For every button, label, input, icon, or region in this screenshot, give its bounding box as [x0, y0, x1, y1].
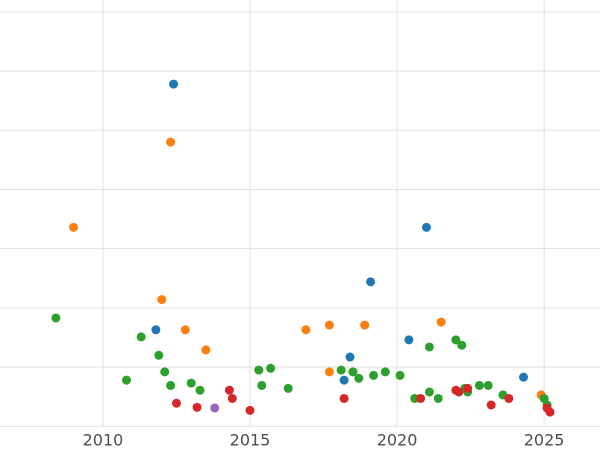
data-point-series-red [463, 383, 473, 393]
data-point-series-red [486, 400, 496, 410]
data-point-series-green [195, 385, 205, 395]
data-point-series-green [166, 380, 176, 390]
data-point-series-green [433, 393, 443, 403]
data-point-series-green [121, 375, 131, 385]
data-point-series-green [154, 350, 164, 360]
x-tick-label: 2020 [377, 430, 418, 449]
data-point-series-orange [301, 325, 311, 335]
data-point-series-orange [360, 320, 370, 330]
data-point-series-green [160, 367, 170, 377]
data-point-series-orange [324, 320, 334, 330]
data-point-series-green [457, 340, 467, 350]
data-point-series-green [136, 332, 146, 342]
data-point-series-red [545, 407, 555, 417]
data-point-series-orange [166, 137, 176, 147]
data-point-series-green [424, 387, 434, 397]
data-point-series-green [336, 365, 346, 375]
data-point-series-orange [201, 345, 211, 355]
data-point-series-blue [169, 79, 179, 89]
data-point-series-purple [210, 403, 220, 413]
x-tick-label: 2010 [83, 430, 124, 449]
data-point-series-red [416, 393, 426, 403]
data-point-series-green [257, 380, 267, 390]
data-point-series-blue [339, 375, 349, 385]
data-point-series-red [454, 387, 464, 397]
data-point-series-blue [345, 352, 355, 362]
data-point-series-green [266, 363, 276, 373]
data-point-series-orange [157, 295, 167, 305]
data-point-series-orange [180, 325, 190, 335]
data-point-series-green [354, 373, 364, 383]
data-point-series-green [254, 365, 264, 375]
data-point-series-red [245, 405, 255, 415]
data-point-series-orange [324, 367, 334, 377]
data-point-series-green [186, 378, 196, 388]
data-point-series-green [380, 367, 390, 377]
data-point-series-green [283, 383, 293, 393]
data-point-series-green [369, 370, 379, 380]
data-point-series-blue [421, 222, 431, 232]
data-point-series-red [504, 393, 514, 403]
x-tick-label: 2015 [230, 430, 271, 449]
data-point-series-blue [404, 335, 414, 345]
data-point-series-red [227, 393, 237, 403]
x-tick-label: 2025 [524, 430, 565, 449]
data-point-series-green [348, 367, 358, 377]
data-point-series-green [474, 380, 484, 390]
data-point-series-red [339, 393, 349, 403]
data-point-series-blue [519, 372, 529, 382]
data-point-series-blue [151, 325, 161, 335]
data-point-series-red [224, 385, 234, 395]
data-point-series-orange [436, 317, 446, 327]
data-point-series-green [424, 342, 434, 352]
data-point-series-green [51, 313, 61, 323]
data-point-series-green [483, 380, 493, 390]
data-point-series-blue [366, 277, 376, 287]
data-point-series-red [192, 402, 202, 412]
data-point-series-orange [69, 222, 79, 232]
data-point-series-green [451, 335, 461, 345]
data-point-series-red [171, 398, 181, 408]
data-point-series-green [395, 370, 405, 380]
